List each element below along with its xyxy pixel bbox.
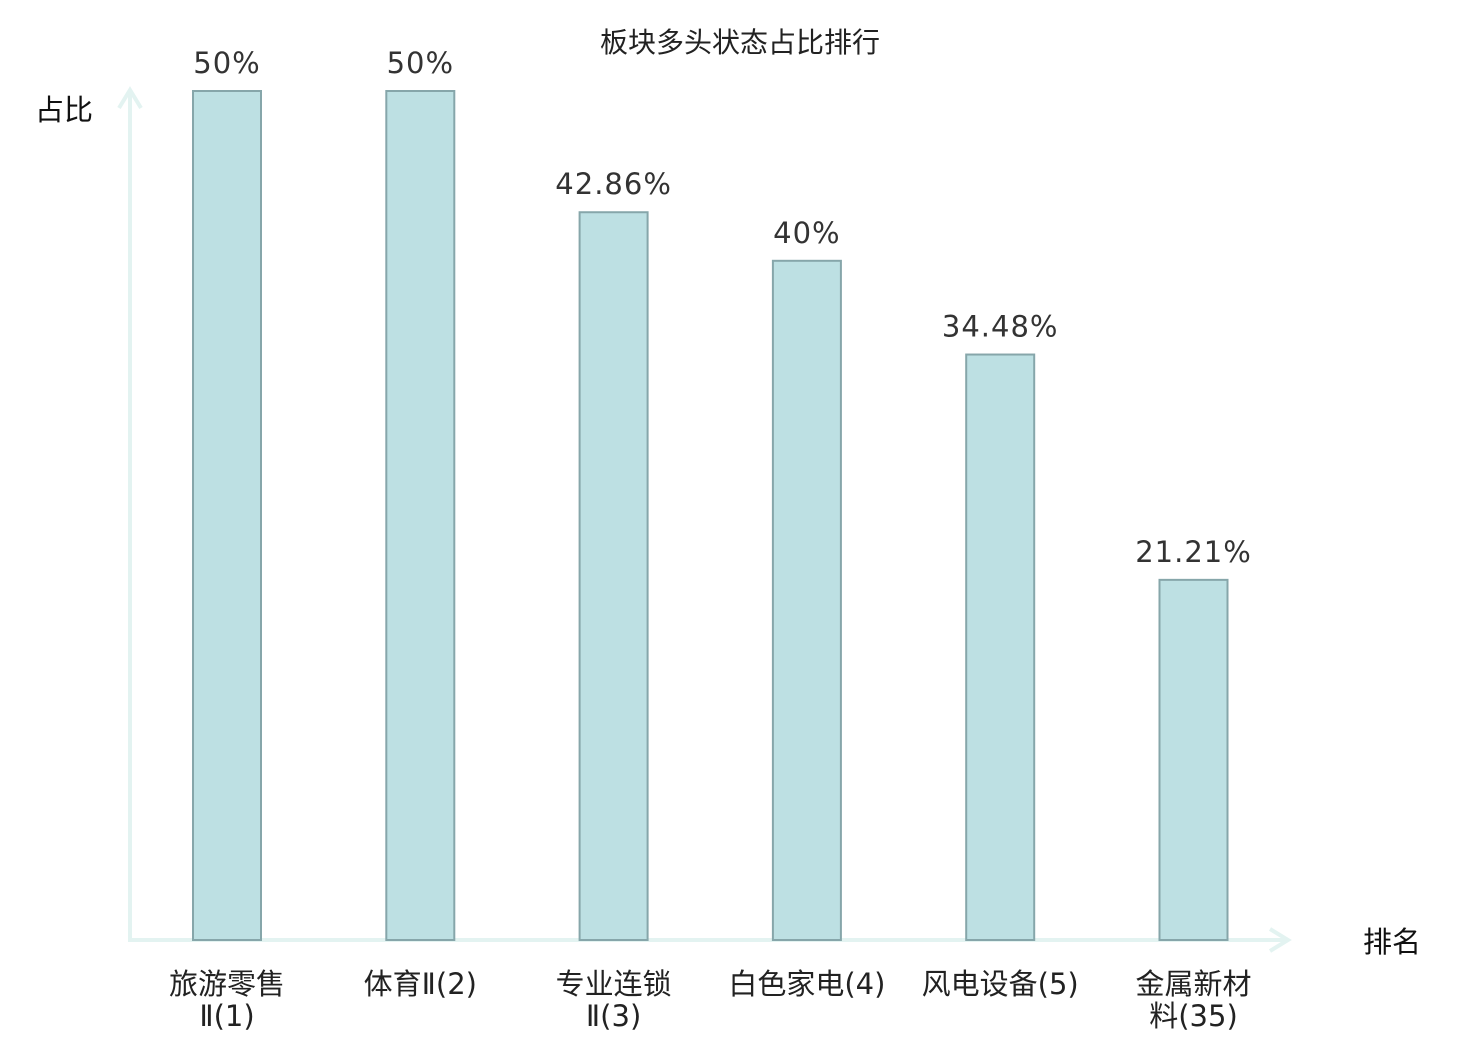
bar-value-label: 34.48% [942,310,1059,344]
chart-title: 板块多头状态占比排行 [600,26,880,59]
bar-value-label: 40% [773,216,840,250]
category-label-line: 旅游零售 [169,967,285,1001]
y-axis-arrow-icon [117,86,143,110]
category-labels: 旅游零售 Ⅱ(1) 体育Ⅱ(2) 专业连锁 Ⅱ(3) 白色家电(4) 风电设备(5) 金属新材… [169,967,1252,1033]
bar [192,90,262,941]
category-label: 体育Ⅱ(2) [364,967,477,1001]
bar [771,259,842,941]
category-label-line: 专业连锁 [556,967,672,1001]
category-label-line: 白色家电(4) [728,967,885,1001]
category-label: 白色家电(4) [728,967,885,1001]
bar-value-label: 50% [387,46,454,80]
category-label-line: Ⅱ(1) [199,999,254,1033]
x-axis: 排名 [128,925,1421,959]
bar-series [192,90,1229,942]
category-label-line: 风电设备(5) [922,967,1079,1001]
bar [1158,578,1229,941]
category-label-line: 金属新材 [1135,967,1251,1001]
category-label: 风电设备(5) [922,967,1079,1001]
category-label-line: Ⅱ(3) [586,999,641,1033]
x-axis-arrow-icon [1268,927,1292,953]
bar-value-label: 42.86% [555,167,672,201]
y-axis: 占比 [35,86,143,940]
x-axis-label: 排名 [1363,925,1421,959]
bar-value-label: 21.21% [1135,535,1252,569]
category-label-line: 料(35) [1149,999,1238,1033]
category-label: 旅游零售 Ⅱ(1) [169,967,285,1033]
category-label: 专业连锁 Ⅱ(3) [556,967,672,1033]
bar [385,90,456,941]
value-labels: 50% 50% 42.86% 40% 34.48% 21.21% [193,46,1252,569]
bar [965,353,1036,941]
category-label-line: 体育Ⅱ(2) [364,967,477,1001]
category-label: 金属新材料(35) [1135,967,1251,1033]
y-axis-label: 占比 [35,93,93,127]
bar-value-label: 50% [193,46,260,80]
bar [578,211,649,942]
